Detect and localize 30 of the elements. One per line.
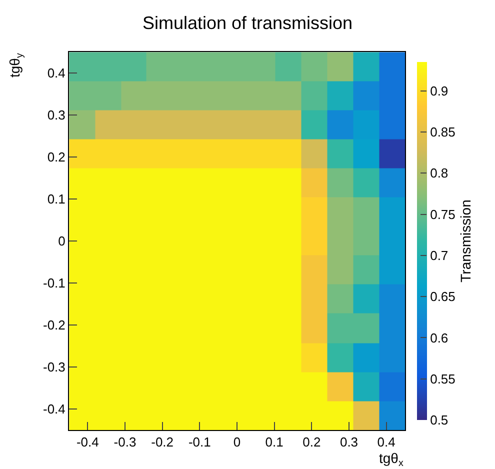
- color-bar-label: 0.75: [430, 206, 456, 222]
- color-bar-label: 0.55: [430, 371, 456, 386]
- y-tick-label: 0.1: [47, 192, 66, 207]
- color-bar-label: 0.8: [430, 166, 448, 181]
- x-tick-label: 0.3: [340, 434, 358, 450]
- y-tick-label: -0.1: [42, 276, 66, 291]
- y-tick-label: -0.3: [42, 360, 66, 375]
- color-bar-label: 0.5: [430, 412, 448, 428]
- color-bar-label: 0.65: [430, 289, 456, 304]
- x-tick-label: -0.2: [151, 434, 174, 450]
- x-tick-label: 0.2: [302, 434, 321, 450]
- y-tick-label: -0.2: [42, 318, 66, 333]
- y-tick-label: 0.2: [47, 150, 66, 165]
- color-bar-label: 0.6: [430, 330, 448, 346]
- y-tick-label: 0.3: [47, 108, 66, 123]
- x-tick-label: 0.4: [377, 434, 396, 450]
- y-tick-label: 0: [58, 234, 66, 249]
- x-tick-label: -0.3: [114, 434, 136, 450]
- y-tick-label: 0.4: [47, 66, 66, 81]
- color-bar-label: 0.7: [430, 248, 448, 263]
- x-axis-title: tgθ$_{x}$: [379, 450, 404, 469]
- y-tick-label: -0.4: [42, 402, 66, 417]
- chart-title: Simulation of transmission: [142, 13, 353, 34]
- x-tick-label: 0: [233, 434, 241, 450]
- color-bar-label: 0.9: [430, 83, 448, 98]
- color-bar-label: 0.85: [430, 124, 456, 140]
- x-tick-label: -0.1: [188, 434, 211, 450]
- x-tick-label: -0.4: [76, 434, 99, 450]
- color-bar-title: Transmission: [457, 200, 474, 282]
- x-tick-label: 0.1: [265, 434, 284, 450]
